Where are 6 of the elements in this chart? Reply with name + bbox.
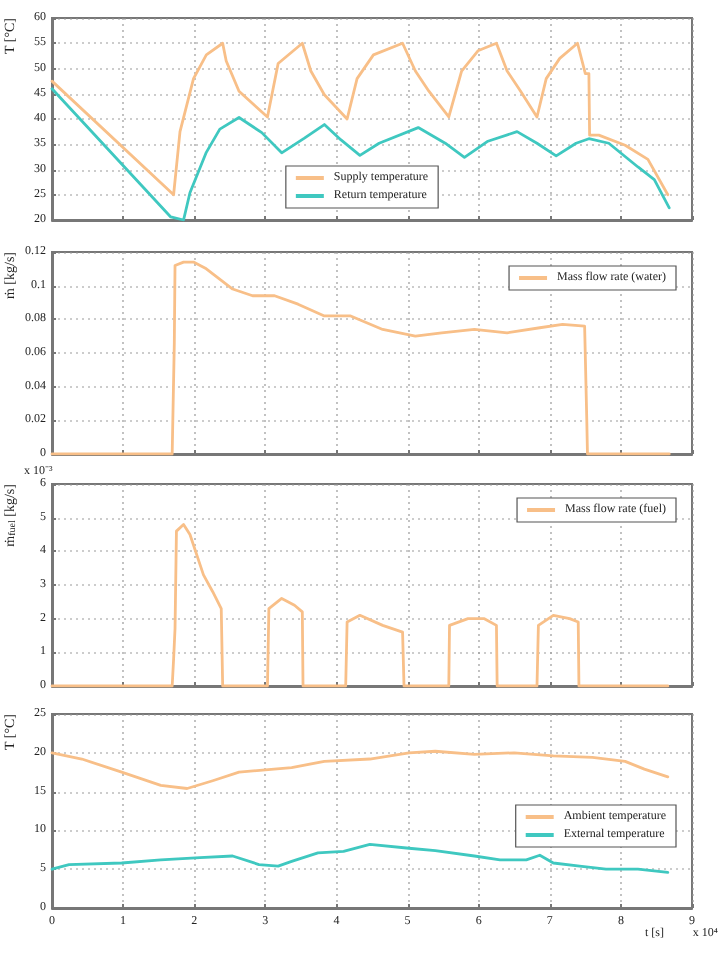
line-series xyxy=(50,87,671,222)
line-series xyxy=(50,749,670,790)
line-series xyxy=(50,41,670,197)
line-series xyxy=(50,523,670,688)
line-series xyxy=(50,260,671,456)
line-series xyxy=(50,842,670,874)
